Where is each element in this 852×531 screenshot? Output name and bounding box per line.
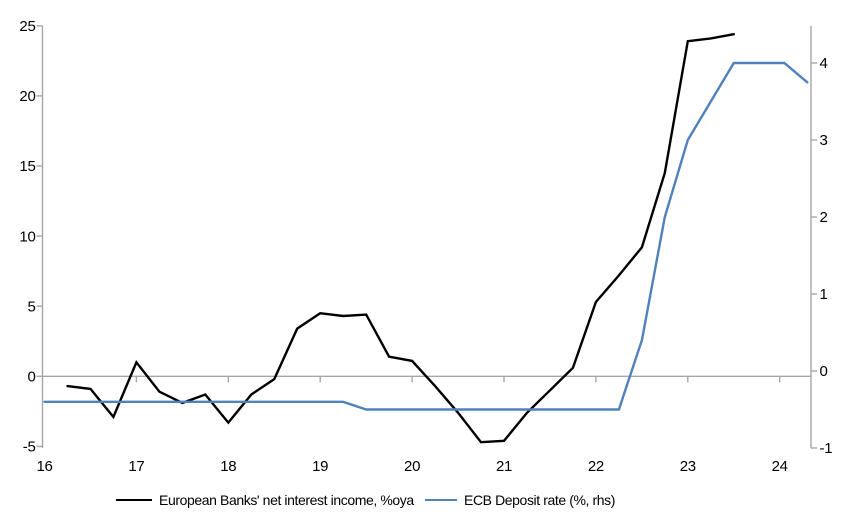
right-axis-label: 2 xyxy=(820,209,828,226)
left-axis-label: 20 xyxy=(19,88,35,105)
legend-item-net-interest-income: European Banks' net interest income, %oy… xyxy=(116,490,414,510)
left-axis-label: 10 xyxy=(19,228,35,245)
legend-label-net-interest-income: European Banks' net interest income, %oy… xyxy=(159,492,414,508)
legend: European Banks' net interest income, %oy… xyxy=(0,490,852,510)
left-axis-label: 0 xyxy=(27,369,35,386)
x-axis-label: 22 xyxy=(588,458,604,475)
left-axis-label: 25 xyxy=(19,18,35,35)
series-line-net-interest-income xyxy=(66,33,735,444)
right-axis-label: 1 xyxy=(820,286,828,303)
legend-label-ecb-deposit-rate: ECB Deposit rate (%, rhs) xyxy=(464,492,616,508)
right-axis-label: -1 xyxy=(820,440,833,457)
x-axis-label: 18 xyxy=(220,458,236,475)
left-axis-label: 15 xyxy=(19,158,35,175)
left-axis-label: 5 xyxy=(27,298,35,315)
right-axis-label: 4 xyxy=(820,55,828,72)
x-axis-label: 19 xyxy=(312,458,328,475)
legend-item-ecb-deposit-rate: ECB Deposit rate (%, rhs) xyxy=(425,490,615,510)
x-axis-label: 20 xyxy=(404,458,420,475)
left-axis-label: -5 xyxy=(23,439,36,456)
blue-line-swatch xyxy=(425,498,457,502)
x-axis-label: 16 xyxy=(36,458,52,475)
right-axis-label: 0 xyxy=(820,363,828,380)
x-axis-label: 24 xyxy=(772,458,788,475)
series-line-ecb-deposit-rate xyxy=(43,61,809,411)
right-axis-label: 3 xyxy=(820,132,828,149)
x-axis-label: 23 xyxy=(680,458,696,475)
black-line-swatch xyxy=(116,498,152,502)
x-axis-label: 21 xyxy=(496,458,512,475)
x-axis-label: 17 xyxy=(128,458,144,475)
